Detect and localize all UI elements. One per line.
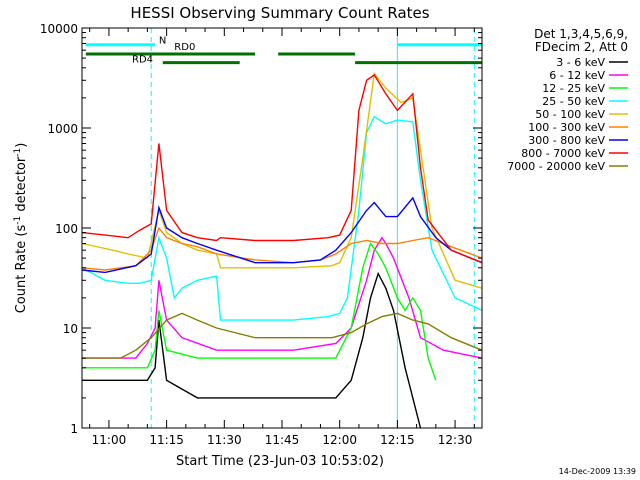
y-tick-label: 100 (55, 222, 78, 236)
x-axis: 11:00 11:15 11:30 11:45 12:00 12:15 12:30 (89, 28, 475, 447)
footer-timestamp: 14-Dec-2009 13:39 (559, 467, 636, 476)
x-tick-label: 11:30 (207, 433, 242, 447)
series-line (81, 115, 483, 321)
state-annotation: N (159, 35, 166, 46)
legend-entry-label: 12 - 25 keV (542, 82, 605, 95)
y-tick-label: 10000 (40, 22, 78, 36)
series-line (81, 73, 483, 264)
x-tick-label: 11:15 (149, 433, 184, 447)
legend-entry-label: 6 - 12 keV (549, 69, 605, 82)
legend-entry-label: 7000 - 20000 keV (507, 160, 605, 173)
legend-header-line-1: Det 1,3,4,5,6,9, (534, 27, 628, 41)
series-line (81, 226, 483, 271)
series-line (82, 312, 483, 359)
legend-entry-label: 50 - 100 keV (535, 108, 605, 121)
legend: Det 1,3,4,5,6,9, FDecim 2, Att 0 3 - 6 k… (507, 27, 628, 173)
series-line (81, 196, 483, 274)
x-tick-label: 11:00 (92, 433, 127, 447)
plot-area: N RD0 RD4 (81, 28, 483, 429)
x-tick-label: 11:45 (265, 433, 300, 447)
legend-entry-label: 3 - 6 keV (556, 56, 605, 69)
legend-entry-label: 300 - 800 keV (528, 134, 605, 147)
y-axis: 1 10 100 1000 10000 (40, 22, 482, 436)
x-tick-label: 12:00 (322, 433, 357, 447)
series-line (82, 271, 422, 429)
legend-header-line-2: FDecim 2, Att 0 (535, 40, 628, 54)
legend-entry-label: 100 - 300 keV (528, 121, 605, 134)
series-line (82, 241, 437, 381)
y-tick-label: 10 (63, 322, 78, 336)
x-tick-label: 12:15 (380, 433, 415, 447)
legend-entry-label: 800 - 7000 keV (521, 147, 605, 160)
x-axis-label: Start Time (23-Jun-03 10:53:02) (176, 454, 384, 469)
y-axis-label: Count Rate (s-1 detector-1) (13, 143, 29, 314)
chart-title: HESSI Observing Summary Count Rates (130, 4, 429, 22)
state-annotation: RD0 (174, 42, 195, 53)
state-annotation: RD4 (132, 55, 153, 66)
legend-entry-label: 25 - 50 keV (542, 95, 605, 108)
y-tick-label: 1 (70, 422, 78, 436)
series-line (82, 236, 483, 359)
y-tick-label: 1000 (47, 122, 78, 136)
x-tick-label: 12:30 (438, 433, 473, 447)
